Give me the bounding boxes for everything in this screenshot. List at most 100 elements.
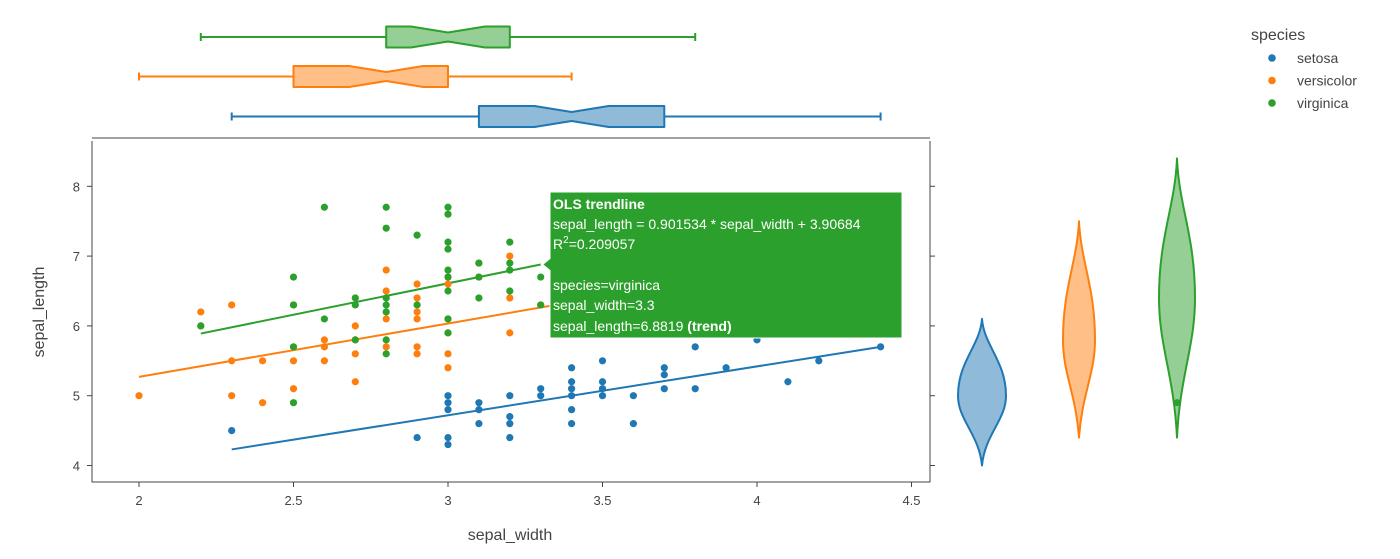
box-plot-virginica [199, 25, 697, 49]
box-plot-setosa [230, 105, 882, 128]
trendline-setosa [231, 345, 881, 451]
x-tick-label: 2.5 [284, 493, 302, 508]
point-setosa [598, 378, 607, 386]
point-virginica [506, 266, 514, 274]
point-versicolor [413, 280, 421, 288]
point-versicolor [289, 357, 298, 365]
point-virginica [506, 287, 514, 295]
violin-virginica [1158, 157, 1196, 439]
point-versicolor [444, 364, 452, 372]
point-setosa [537, 392, 545, 400]
point-virginica [320, 203, 328, 211]
point-setosa [444, 440, 452, 449]
y-tick-label: 7 [73, 249, 80, 264]
point-setosa [660, 385, 668, 393]
point-setosa [629, 420, 638, 428]
point-virginica [506, 259, 514, 267]
point-setosa [568, 378, 576, 386]
point-versicolor [351, 350, 359, 358]
point-setosa [475, 399, 483, 407]
tooltip-y-value: sepal_length=6.8819 (trend) [553, 318, 732, 334]
tooltip-box [541, 191, 903, 339]
point-setosa [629, 392, 638, 400]
point-setosa [722, 364, 730, 372]
box-plot-versicolor [138, 65, 573, 88]
point-virginica [382, 294, 390, 302]
point-virginica [444, 210, 452, 218]
point-virginica [382, 301, 390, 309]
point-setosa [413, 433, 421, 442]
point-virginica [475, 259, 483, 267]
point-setosa [444, 392, 452, 400]
point-versicolor [382, 287, 390, 295]
point-setosa [691, 343, 699, 351]
box-body-setosa [477, 105, 666, 128]
x-tick-label: 3 [444, 493, 451, 508]
point-setosa [691, 385, 699, 393]
legend-title: species [1251, 27, 1305, 44]
violin-outlier-virginica [1173, 399, 1181, 407]
point-virginica [382, 336, 390, 344]
x-tick-label: 3.5 [593, 493, 611, 508]
point-setosa [660, 371, 668, 379]
tooltip-species: species=virginica [553, 277, 660, 293]
point-setosa [475, 420, 483, 428]
y-tick-label: 8 [73, 179, 80, 194]
point-setosa [815, 357, 823, 365]
point-virginica [382, 224, 390, 232]
point-virginica [413, 301, 421, 309]
point-versicolor [413, 308, 421, 316]
violin-versicolor [1062, 220, 1096, 439]
point-setosa [660, 364, 668, 372]
point-versicolor [382, 343, 390, 351]
point-virginica [444, 315, 452, 323]
point-virginica [382, 308, 390, 316]
point-versicolor [320, 336, 328, 344]
x-tick-label: 4 [753, 493, 760, 508]
legend-label-virginica: virginica [1297, 95, 1349, 111]
tooltip-x-value: sepal_width=3.3 [553, 297, 655, 313]
y-tick-label: 5 [73, 389, 80, 404]
y-tick-label: 6 [73, 319, 80, 334]
point-virginica [506, 238, 514, 246]
point-versicolor [382, 315, 390, 323]
point-setosa [506, 420, 514, 428]
point-versicolor [259, 399, 267, 407]
point-setosa [598, 385, 607, 393]
legend-item-versicolor: versicolor [1268, 73, 1357, 89]
point-versicolor [259, 357, 267, 365]
point-setosa [444, 399, 452, 407]
hover-tooltip: OLS trendline sepal_length = 0.901534 * … [541, 191, 903, 339]
y-tick-label: 4 [73, 459, 80, 474]
point-virginica [351, 336, 359, 344]
point-virginica [444, 245, 452, 253]
point-virginica [475, 273, 483, 281]
point-setosa [228, 427, 236, 435]
point-versicolor [197, 308, 205, 316]
point-versicolor [413, 315, 421, 323]
legend: species setosa versicolor virginica [1251, 27, 1357, 111]
point-versicolor [413, 350, 421, 358]
point-versicolor [228, 392, 236, 400]
plot-frame [91, 137, 931, 483]
point-versicolor [506, 294, 514, 302]
point-versicolor [289, 385, 298, 393]
point-versicolor [320, 357, 328, 365]
point-versicolor [506, 252, 514, 260]
point-versicolor [135, 392, 143, 400]
point-setosa [568, 420, 576, 428]
point-setosa [444, 406, 452, 414]
point-versicolor [228, 301, 236, 309]
legend-label-versicolor: versicolor [1297, 73, 1357, 89]
point-setosa [598, 357, 607, 365]
point-virginica [444, 203, 452, 211]
point-virginica [444, 329, 452, 337]
point-virginica [537, 273, 545, 281]
tooltip-r-squared: R2=0.209057 [553, 235, 635, 252]
point-versicolor [413, 294, 421, 302]
point-virginica [351, 294, 359, 302]
point-setosa [877, 343, 885, 351]
point-setosa [598, 392, 607, 400]
